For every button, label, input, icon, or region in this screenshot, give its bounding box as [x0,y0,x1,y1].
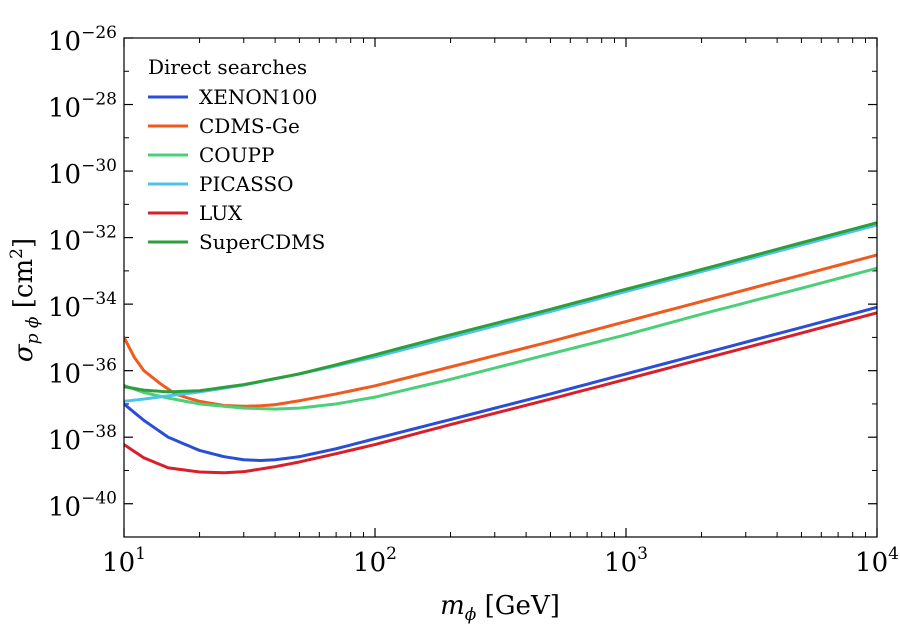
y-tick-label: 10−26 [48,23,117,57]
y-axis-title: σp ϕ [cm2] [7,238,43,362]
legend-label: XENON100 [199,85,317,109]
legend-label: PICASSO [199,172,294,196]
legend-label: COUPP [199,143,274,167]
series-line-supercdms [124,221,877,394]
y-tick-label: 10−40 [48,489,117,523]
legend-label: CDMS-Ge [199,114,300,138]
x-tick-label: 102 [353,544,397,578]
x-tick-labels: 101 102 103 104 [102,544,899,578]
legend-label: SuperCDMS [199,230,325,254]
plot-area [124,38,877,537]
x-tick-label: 103 [604,544,648,578]
plot-frame [123,37,878,538]
y-tick-label: 10−36 [48,356,117,390]
y-tick-label: 10−30 [48,156,117,190]
y-tick-label: 10−38 [48,422,117,456]
legend-items: XENON100 CDMS-Ge COUPP PICASSO LUX SuperCDMS [148,85,325,254]
series-line-cdms-ge [124,253,877,408]
x-axis-title: mϕ [GeV] [440,591,560,624]
x-tick-label: 101 [102,544,146,578]
y-tick-labels: 10−26 10−28 10−30 10−32 10−34 10−36 10−38 10−40 [48,23,117,523]
x-tick-label: 104 [855,544,899,578]
legend-title: Direct searches [148,55,307,79]
series-lines [124,221,877,475]
series-line-coupp [124,266,877,411]
y-tick-label: 10−28 [48,90,117,124]
minor-ticks [124,38,877,538]
series-line-lux [124,311,877,475]
legend-label: LUX [199,201,243,225]
legend: Direct searches XENON100 CDMS-Ge COUPP PICA… [148,55,325,254]
y-tick-label: 10−34 [48,289,117,323]
y-tick-label: 10−32 [48,223,117,257]
series-line-xenon100 [124,305,877,462]
